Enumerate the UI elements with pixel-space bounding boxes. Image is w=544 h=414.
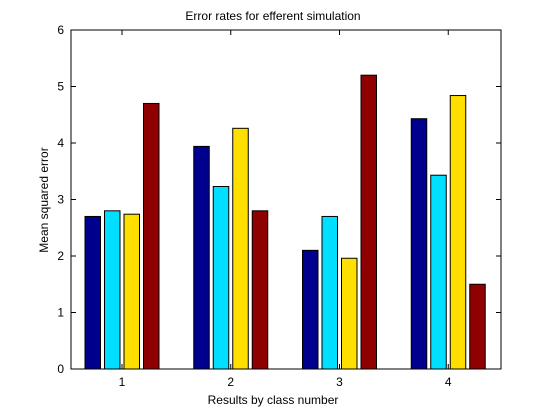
x-tick-label-2: 2 [227, 375, 234, 389]
bar-cat2-series4 [251, 210, 269, 370]
y-tick-label-4: 4 [57, 136, 64, 150]
bar-cat3-series3 [341, 257, 358, 370]
bar-cat1-series1 [84, 215, 101, 370]
x-axis-label: Results by class number [208, 393, 339, 407]
bars-group [84, 74, 486, 370]
bar-cat4-series1 [410, 118, 428, 370]
bar-cat2-series2 [212, 186, 230, 370]
x-tick-label-1: 1 [119, 375, 126, 389]
bar-cat1-series3 [123, 213, 140, 370]
bar-cat2-series1 [193, 145, 210, 370]
bar-cat1-series2 [104, 210, 121, 370]
bar-cat1-series4 [143, 102, 160, 370]
y-tick-label-2: 2 [57, 249, 64, 263]
bar-cat2-series3 [232, 127, 249, 370]
bar-cat4-series3 [449, 95, 467, 370]
bar-cat4-series2 [430, 174, 447, 370]
y-tick-label-1: 1 [57, 306, 64, 320]
bar-cat3-series1 [302, 249, 319, 370]
x-tick-label-4: 4 [445, 375, 452, 389]
x-tick-label-3: 3 [336, 375, 343, 389]
y-tick-label-6: 6 [57, 23, 64, 37]
bar-cat4-series4 [469, 283, 486, 370]
bar-cat3-series4 [360, 74, 377, 370]
y-tick-label-0: 0 [57, 362, 64, 376]
y-axis-label: Mean squared error [37, 147, 51, 252]
bar-cat3-series2 [321, 215, 338, 370]
y-tick-label-5: 5 [57, 80, 64, 94]
ticks-group: 0 1 2 3 4 5 6 1 2 3 4 [57, 23, 501, 389]
y-tick-label-3: 3 [57, 193, 64, 207]
chart-title: Error rates for efferent simulation [185, 9, 360, 23]
